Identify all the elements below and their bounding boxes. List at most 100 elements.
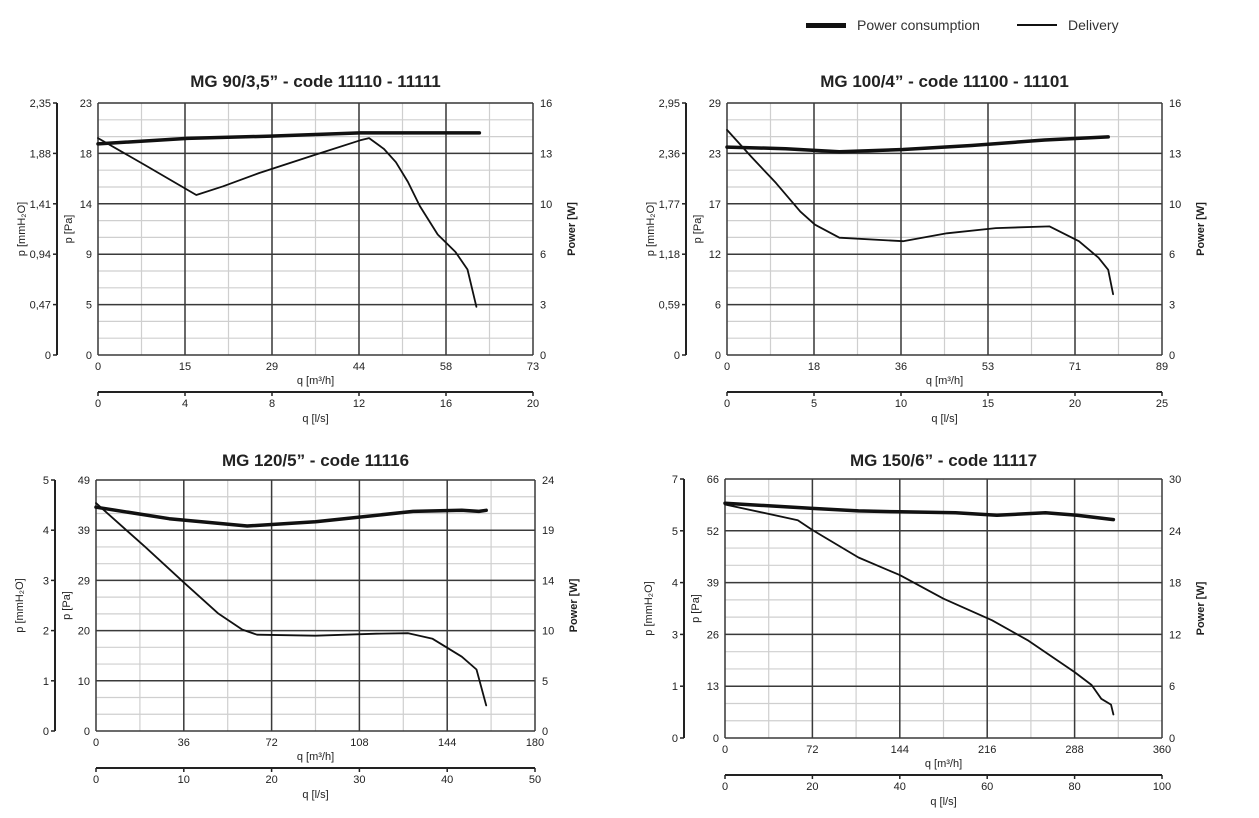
power-consumption-line: [725, 135, 1110, 154]
y-tick-label: 6: [715, 300, 721, 312]
mmh2o-tick-label: 2,95: [659, 98, 680, 110]
y2-tick-label: 0: [542, 726, 548, 738]
x-tick-label: 53: [982, 361, 994, 373]
mmh2o-tick-label: 7: [672, 474, 678, 486]
x-tick-label: 72: [265, 737, 277, 749]
legend-power: Power consumption: [806, 17, 980, 33]
mmh2o-tick-label: 0: [45, 350, 51, 362]
y-tick-label: 0: [84, 726, 90, 738]
x-tick-label: 18: [808, 361, 820, 373]
mmh2o-axis-title: p [mmH₂O]: [645, 202, 657, 256]
chart-title: MG 90/3,5” - code 11110 - 11111: [190, 72, 440, 91]
x-axis-title: q [m³/h]: [297, 751, 334, 763]
x2-axis-title: q [l/s]: [931, 413, 957, 425]
power-axis-title: Power [W]: [1195, 581, 1207, 635]
x2-tick-label: 0: [93, 774, 99, 786]
y2-tick-label: 3: [1169, 300, 1175, 312]
x-tick-label: 29: [266, 361, 278, 373]
power-consumption-line: [723, 501, 1116, 522]
x-tick-label: 0: [93, 737, 99, 749]
x2-tick-label: 4: [182, 398, 188, 410]
mmh2o-tick-label: 5: [672, 526, 678, 538]
y-tick-label: 10: [78, 676, 90, 688]
x-axis-title: q [m³/h]: [926, 375, 963, 387]
mmh2o-tick-label: 0: [674, 350, 680, 362]
delivery-line: [97, 137, 478, 308]
y-tick-label: 12: [709, 249, 721, 261]
y-tick-label: 49: [78, 475, 90, 487]
y2-tick-label: 0: [540, 350, 546, 362]
y-tick-label: 5: [86, 300, 92, 312]
x2-tick-label: 10: [895, 398, 907, 410]
delivery-line: [95, 502, 488, 707]
y-tick-label: 52: [707, 526, 719, 538]
y-tick-label: 29: [709, 98, 721, 110]
pa-axis-title: p [Pa]: [692, 215, 704, 244]
x2-tick-label: 50: [529, 774, 541, 786]
delivery-line: [726, 128, 1114, 296]
mmh2o-tick-label: 1: [43, 676, 49, 688]
x-tick-label: 44: [353, 361, 365, 373]
legend-power-label: Power consumption: [857, 17, 980, 33]
y2-tick-label: 0: [1169, 350, 1175, 362]
mmh2o-tick-label: 3: [43, 575, 49, 587]
x-tick-label: 36: [178, 737, 190, 749]
y-tick-label: 0: [713, 733, 719, 745]
x2-tick-label: 20: [527, 398, 539, 410]
x2-tick-label: 40: [894, 781, 906, 793]
x-tick-label: 15: [179, 361, 191, 373]
y2-tick-label: 13: [540, 148, 552, 160]
x-tick-label: 0: [722, 744, 728, 756]
mmh2o-tick-label: 1,88: [30, 148, 51, 160]
y2-tick-label: 24: [542, 475, 554, 487]
mmh2o-tick-label: 2: [43, 626, 49, 638]
y2-tick-label: 10: [540, 199, 552, 211]
x2-tick-label: 8: [269, 398, 275, 410]
y2-tick-label: 5: [542, 676, 548, 688]
mmh2o-axis-title: p [mmH₂O]: [14, 578, 26, 632]
x2-tick-label: 25: [1156, 398, 1168, 410]
x-tick-label: 72: [806, 744, 818, 756]
y2-tick-label: 16: [1169, 98, 1181, 110]
y-tick-label: 66: [707, 474, 719, 486]
y-tick-label: 39: [78, 525, 90, 537]
x-tick-label: 144: [891, 744, 909, 756]
x-tick-label: 180: [526, 737, 544, 749]
power-consumption-line: [96, 131, 482, 146]
y2-tick-label: 6: [1169, 249, 1175, 261]
legend-delivery-swatch: [1017, 24, 1057, 26]
x-tick-label: 216: [978, 744, 996, 756]
legend-power-swatch: [806, 22, 846, 28]
power-axis-title: Power [W]: [568, 578, 580, 632]
mmh2o-tick-label: 5: [43, 475, 49, 487]
mmh2o-tick-label: 2,35: [30, 98, 51, 110]
y-tick-label: 23: [709, 148, 721, 160]
y-tick-label: 13: [707, 681, 719, 693]
x-tick-label: 58: [440, 361, 452, 373]
y-tick-label: 26: [707, 629, 719, 641]
mmh2o-tick-label: 0,47: [30, 300, 51, 312]
x-tick-label: 144: [438, 737, 456, 749]
x2-axis-title: q [l/s]: [302, 413, 328, 425]
x2-tick-label: 30: [353, 774, 365, 786]
y2-tick-label: 6: [1169, 681, 1175, 693]
mmh2o-tick-label: 1: [672, 681, 678, 693]
y-tick-label: 20: [78, 626, 90, 638]
mmh2o-axis-title: p [mmH₂O]: [643, 581, 655, 635]
y-tick-label: 23: [80, 98, 92, 110]
x2-tick-label: 20: [1069, 398, 1081, 410]
chart-title: MG 120/5” - code 11116: [222, 451, 409, 470]
x2-axis-title: q [l/s]: [302, 789, 328, 801]
y2-tick-label: 6: [540, 249, 546, 261]
mmh2o-tick-label: 4: [672, 578, 678, 590]
x2-tick-label: 0: [722, 781, 728, 793]
x2-tick-label: 60: [981, 781, 993, 793]
mmh2o-tick-label: 1,41: [30, 199, 51, 211]
mmh2o-tick-label: 0: [43, 726, 49, 738]
y-tick-label: 18: [80, 148, 92, 160]
x2-tick-label: 0: [724, 398, 730, 410]
